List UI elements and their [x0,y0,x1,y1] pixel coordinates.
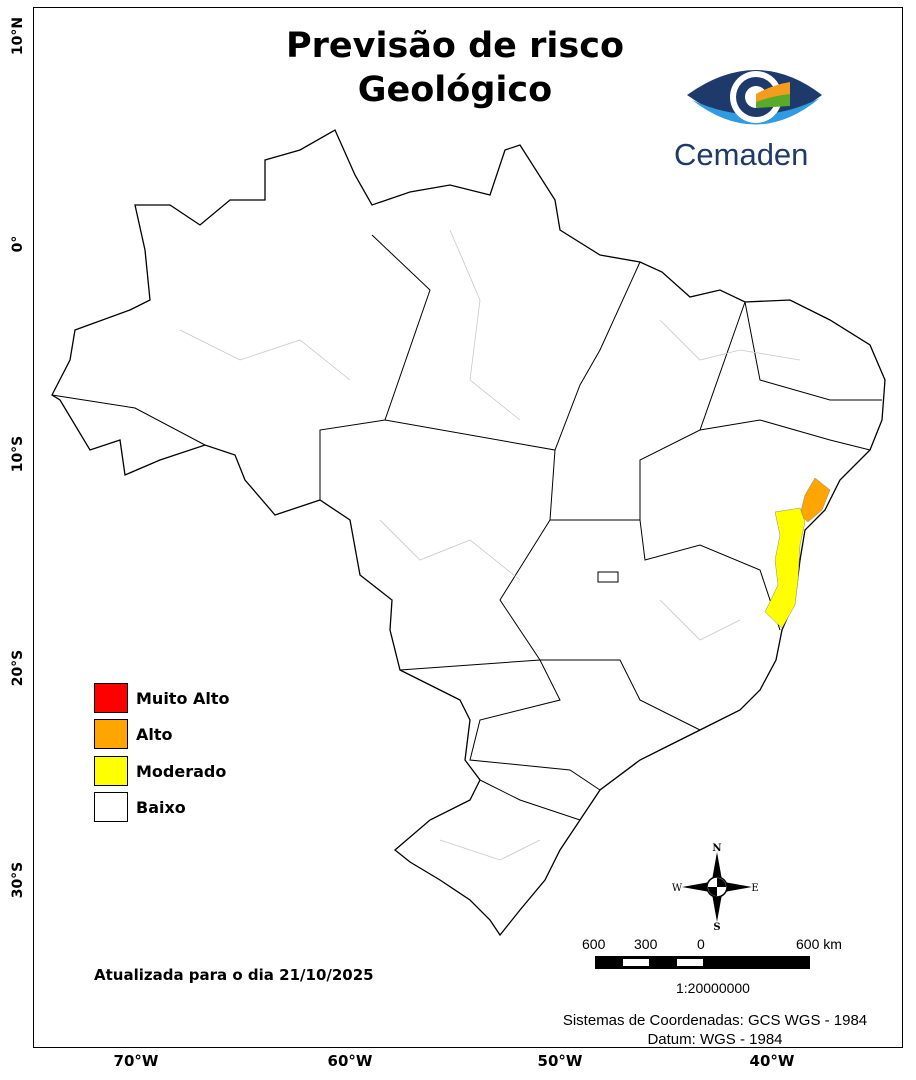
legend-label: Moderado [136,761,227,781]
legend-swatch [94,792,128,822]
lat-label: 30°S [10,861,26,899]
scale-bar [595,956,810,969]
map-frame [33,7,903,1048]
map-title: Previsão de risco Geológico [240,24,670,112]
legend-swatch [94,756,128,786]
cemaden-logo-icon [687,70,822,125]
legend-label: Baixo [136,797,186,817]
compass-w: W [672,883,683,894]
brazil-outline [51,129,886,937]
scale-label: 600 [582,936,606,952]
legend-swatch [94,719,128,749]
state-borders [51,234,882,821]
scale-label: 600 km [796,936,842,952]
legend-label: Muito Alto [136,688,230,708]
legend-item-muito-alto: Muito Alto [94,683,230,713]
lon-label: 70°W [113,1052,159,1070]
title-line-2: Geológico [357,70,553,110]
legend-label: Alto [136,724,173,744]
compass-n: N [712,843,721,854]
risk-area-alto [799,477,831,523]
scale-label: 0 [697,936,705,952]
legend-item-baixo: Baixo [94,792,186,822]
risk-area-moderado [764,507,806,629]
municipal-borders [179,229,801,861]
lon-label: 50°W [537,1052,583,1070]
lon-label: 60°W [327,1052,373,1070]
compass-e: E [751,883,758,894]
compass-rose-icon: N S W E [672,843,759,932]
datum: Datum: WGS - 1984 [647,1031,783,1048]
title-line-1: Previsão de risco [285,26,624,66]
updated-date: Atualizada para o dia 21/10/2025 [94,966,374,984]
legend-item-moderado: Moderado [94,756,226,786]
lat-label: 0° [10,235,26,253]
lat-label: 10°S [10,435,26,473]
lat-label: 20°S [10,649,26,687]
legend-swatch [94,683,128,713]
compass-s: S [713,922,720,932]
legend-item-alto: Alto [94,719,173,749]
lat-label: 10°N [10,16,26,56]
scale-label: 300 [634,936,658,952]
logo-text: Cemaden [674,137,809,172]
scale-ratio: 1:20000000 [676,980,750,996]
lon-label: 40°W [749,1052,795,1070]
coordinate-system: Sistemas de Coordenadas: GCS WGS - 1984 [562,1012,868,1029]
